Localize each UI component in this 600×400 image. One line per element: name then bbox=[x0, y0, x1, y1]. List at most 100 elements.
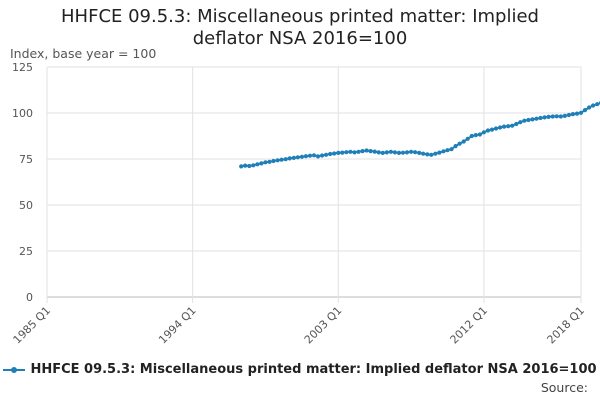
data-point bbox=[344, 150, 349, 155]
data-point bbox=[542, 115, 547, 120]
data-point bbox=[239, 164, 244, 169]
data-point bbox=[392, 150, 397, 155]
data-point bbox=[279, 157, 284, 162]
y-tick-label: 100 bbox=[12, 107, 33, 120]
data-point bbox=[315, 154, 321, 159]
data-point bbox=[518, 120, 523, 125]
data-point bbox=[368, 149, 373, 154]
data-point bbox=[526, 117, 531, 123]
data-point bbox=[574, 111, 580, 116]
data-point bbox=[376, 150, 381, 155]
data-point bbox=[453, 144, 458, 149]
data-point bbox=[364, 148, 369, 153]
x-tick-label: 2012 Q1 bbox=[447, 304, 490, 347]
data-point bbox=[570, 112, 576, 117]
data-point bbox=[400, 150, 406, 155]
data-point bbox=[275, 158, 280, 163]
data-point bbox=[388, 149, 393, 154]
data-point bbox=[263, 160, 268, 165]
data-point bbox=[307, 153, 313, 158]
data-point bbox=[473, 133, 478, 138]
x-tick-label: 2003 Q1 bbox=[302, 304, 345, 347]
data-point bbox=[554, 114, 559, 119]
data-point bbox=[320, 153, 325, 158]
y-axis-label: Index, base year = 100 bbox=[10, 46, 157, 61]
data-point bbox=[332, 151, 337, 156]
series-plot bbox=[239, 100, 600, 169]
data-point bbox=[591, 103, 596, 108]
x-tick-label: 1994 Q1 bbox=[156, 304, 199, 347]
data-point bbox=[429, 152, 434, 157]
data-point bbox=[267, 159, 272, 164]
data-point bbox=[384, 150, 389, 155]
data-point bbox=[324, 152, 329, 157]
data-point bbox=[522, 118, 527, 123]
data-point bbox=[489, 127, 495, 132]
data-point bbox=[251, 163, 256, 168]
data-point bbox=[360, 149, 365, 154]
data-point bbox=[299, 154, 304, 159]
data-point bbox=[457, 141, 462, 146]
chart-title: HHFCE 09.5.3: Miscellaneous printed matt… bbox=[0, 6, 600, 50]
data-point bbox=[421, 151, 426, 156]
data-point bbox=[336, 150, 341, 155]
data-point bbox=[409, 149, 414, 154]
data-point bbox=[433, 151, 438, 156]
data-point bbox=[352, 150, 357, 155]
data-point bbox=[445, 148, 450, 153]
data-point bbox=[441, 149, 446, 154]
data-point bbox=[465, 136, 470, 141]
data-point bbox=[550, 114, 555, 119]
data-point bbox=[417, 150, 422, 155]
x-tick-label: 1985 Q1 bbox=[11, 304, 54, 347]
data-point bbox=[578, 110, 584, 115]
data-point bbox=[243, 163, 248, 168]
data-point bbox=[469, 133, 474, 139]
legend-swatch bbox=[3, 365, 26, 375]
data-point bbox=[291, 155, 296, 160]
data-point bbox=[356, 149, 361, 154]
data-point bbox=[271, 158, 276, 164]
data-point bbox=[255, 162, 260, 167]
data-point bbox=[311, 153, 317, 158]
chart-title-line-1: HHFCE 09.5.3: Miscellaneous printed matt… bbox=[61, 6, 539, 27]
y-tick-label: 125 bbox=[12, 61, 33, 74]
data-point bbox=[380, 150, 385, 155]
y-tick-label: 75 bbox=[19, 153, 33, 166]
data-point bbox=[461, 139, 466, 144]
data-point bbox=[372, 149, 377, 154]
y-tick-label: 25 bbox=[19, 245, 33, 258]
data-point bbox=[287, 156, 292, 161]
data-point bbox=[437, 150, 442, 155]
chart-title-line-2: deflator NSA 2016=100 bbox=[192, 28, 408, 49]
data-point bbox=[449, 147, 454, 152]
data-point bbox=[425, 152, 430, 157]
data-point bbox=[477, 132, 482, 137]
data-point bbox=[534, 116, 539, 121]
data-point bbox=[481, 130, 486, 135]
data-point bbox=[510, 123, 515, 128]
data-point bbox=[514, 121, 519, 127]
data-point bbox=[303, 154, 308, 159]
x-tick-label: 2018 Q1 bbox=[545, 304, 588, 347]
legend[interactable]: HHFCE 09.5.3: Miscellaneous printed matt… bbox=[0, 362, 600, 377]
data-point bbox=[595, 102, 600, 107]
data-point bbox=[506, 124, 511, 129]
y-tick-labels: 0 25 50 75 100 125 bbox=[12, 61, 33, 304]
data-point bbox=[493, 126, 499, 131]
data-point bbox=[558, 114, 563, 119]
y-tick-label: 50 bbox=[19, 199, 33, 212]
legend-label: HHFCE 09.5.3: Miscellaneous printed matt… bbox=[30, 362, 597, 377]
data-point bbox=[498, 125, 503, 130]
data-point bbox=[582, 108, 588, 113]
data-point bbox=[259, 161, 264, 166]
data-point bbox=[348, 149, 353, 154]
data-point bbox=[538, 115, 543, 121]
data-point bbox=[502, 124, 507, 129]
data-point bbox=[328, 151, 333, 157]
data-point bbox=[546, 114, 551, 119]
source-label: Source: bbox=[540, 380, 588, 395]
data-point bbox=[530, 117, 535, 122]
data-point bbox=[587, 105, 592, 110]
